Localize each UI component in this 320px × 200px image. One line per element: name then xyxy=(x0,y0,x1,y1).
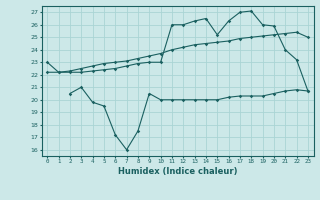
X-axis label: Humidex (Indice chaleur): Humidex (Indice chaleur) xyxy=(118,167,237,176)
